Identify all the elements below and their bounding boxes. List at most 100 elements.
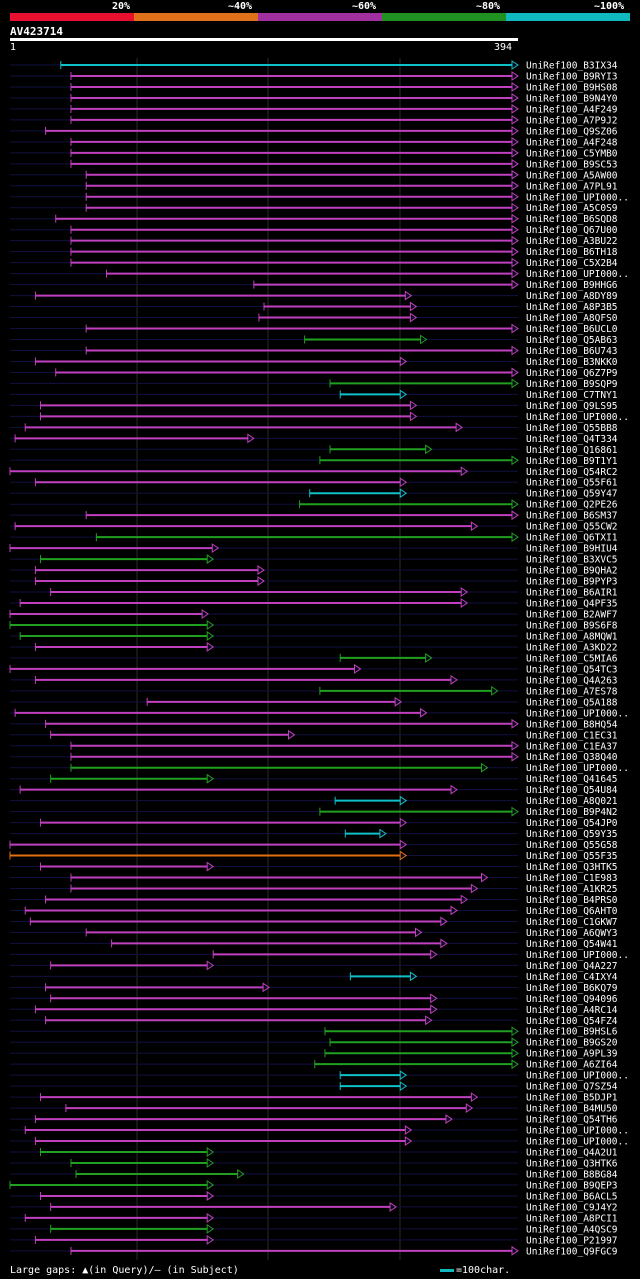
hit-name-link[interactable]: UniRef100_B8HQ54 [526, 719, 618, 730]
hit-name-link[interactable]: UniRef100_Q5AB63 [526, 335, 618, 346]
hit-name-link[interactable]: UniRef100_Q54FZ4 [526, 1016, 618, 1027]
hit-name-link[interactable]: UniRef100_UPI000.. [526, 763, 629, 774]
hit-name-link[interactable]: UniRef100_Q4PF35 [526, 599, 618, 610]
hit-name-link[interactable]: UniRef100_B9SQP9 [526, 379, 618, 390]
hit-name-link[interactable]: UniRef100_B9HHG6 [526, 280, 618, 291]
hit-name-link[interactable]: UniRef100_B9T1Y1 [526, 456, 618, 467]
hit-name-link[interactable]: UniRef100_C1E983 [526, 873, 618, 884]
hit-name-link[interactable]: UniRef100_C5YMB0 [526, 148, 618, 159]
hit-name-link[interactable]: UniRef100_A8QFS0 [526, 313, 618, 324]
hit-name-link[interactable]: UniRef100_Q9FGC9 [526, 1246, 618, 1257]
hit-name-link[interactable]: UniRef100_Q3HTK5 [526, 862, 618, 873]
hit-name-link[interactable]: UniRef100_Q4A2U1 [526, 1148, 618, 1159]
hit-name-link[interactable]: UniRef100_UPI000.. [526, 950, 629, 961]
hit-name-link[interactable]: UniRef100_A7P9J2 [526, 115, 618, 126]
hit-name-link[interactable]: UniRef100_B9HS08 [526, 82, 618, 93]
hit-name-link[interactable]: UniRef100_B9PYP3 [526, 577, 618, 588]
hit-name-link[interactable]: UniRef100_Q3HTK6 [526, 1159, 618, 1170]
hit-name-link[interactable]: UniRef100_UPI000.. [526, 708, 629, 719]
hit-name-link[interactable]: UniRef100_A3BU22 [526, 236, 618, 247]
hit-name-link[interactable]: UniRef100_A9PL39 [526, 1049, 618, 1060]
hit-name-link[interactable]: UniRef100_B9P4N2 [526, 807, 618, 818]
hit-name-link[interactable]: UniRef100_UPI000.. [526, 1137, 629, 1148]
hit-name-link[interactable]: UniRef100_B4PRS0 [526, 895, 618, 906]
hit-name-link[interactable]: UniRef100_Q6Z7P9 [526, 368, 618, 379]
hit-name-link[interactable]: UniRef100_Q55BB8 [526, 423, 618, 434]
hit-name-link[interactable]: UniRef100_B4MU50 [526, 1104, 618, 1115]
hit-name-link[interactable]: UniRef100_UPI000.. [526, 192, 629, 203]
hit-name-link[interactable]: UniRef100_Q38Q40 [526, 752, 618, 763]
hit-name-link[interactable]: UniRef100_P21997 [526, 1235, 618, 1246]
hit-name-link[interactable]: UniRef100_A8DY89 [526, 291, 618, 302]
hit-name-link[interactable]: UniRef100_Q4A263 [526, 675, 618, 686]
hit-name-link[interactable]: UniRef100_B6TH18 [526, 247, 618, 258]
hit-name-link[interactable]: UniRef100_A4F249 [526, 104, 618, 115]
hit-name-link[interactable]: UniRef100_C9J4Y2 [526, 1202, 618, 1213]
hit-name-link[interactable]: UniRef100_A7PL91 [526, 181, 618, 192]
hit-name-link[interactable]: UniRef100_C5X2B4 [526, 258, 618, 269]
hit-name-link[interactable]: UniRef100_A8PCI1 [526, 1213, 618, 1224]
hit-name-link[interactable]: UniRef100_B9SC53 [526, 159, 618, 170]
hit-name-link[interactable]: UniRef100_Q55F61 [526, 478, 618, 489]
hit-name-link[interactable]: UniRef100_B9S6F8 [526, 620, 618, 631]
hit-name-link[interactable]: UniRef100_B9QEP3 [526, 1180, 618, 1191]
hit-name-link[interactable]: UniRef100_Q4T334 [526, 434, 618, 445]
hit-name-link[interactable]: UniRef100_A4QSC9 [526, 1224, 618, 1235]
hit-name-link[interactable]: UniRef100_A6ZI64 [526, 1060, 618, 1071]
hit-name-link[interactable]: UniRef100_Q9LS95 [526, 401, 618, 412]
hit-name-link[interactable]: UniRef100_A8P3B5 [526, 302, 618, 313]
hit-name-link[interactable]: UniRef100_C1EC31 [526, 730, 618, 741]
hit-name-link[interactable]: UniRef100_Q55F35 [526, 851, 618, 862]
hit-name-link[interactable]: UniRef100_B9QHA2 [526, 566, 618, 577]
hit-name-link[interactable]: UniRef100_C1EA37 [526, 741, 618, 752]
hit-name-link[interactable]: UniRef100_A8Q021 [526, 796, 618, 807]
hit-name-link[interactable]: UniRef100_Q59Y35 [526, 829, 618, 840]
hit-name-link[interactable]: UniRef100_UPI000.. [526, 412, 629, 423]
hit-name-link[interactable]: UniRef100_UPI000.. [526, 1071, 629, 1082]
hit-name-link[interactable]: UniRef100_A1KR25 [526, 884, 618, 895]
hit-name-link[interactable]: UniRef100_Q2PE26 [526, 500, 618, 511]
hit-name-link[interactable]: UniRef100_A5AW00 [526, 170, 618, 181]
hit-name-link[interactable]: UniRef100_Q54TC3 [526, 664, 618, 675]
hit-name-link[interactable]: UniRef100_Q54W41 [526, 939, 618, 950]
hit-name-link[interactable]: UniRef100_B6SQD8 [526, 214, 618, 225]
hit-name-link[interactable]: UniRef100_B6ACL5 [526, 1191, 618, 1202]
hit-name-link[interactable]: UniRef100_Q94096 [526, 994, 618, 1005]
hit-name-link[interactable]: UniRef100_A5C0S9 [526, 203, 618, 214]
hit-name-link[interactable]: UniRef100_C4IXY4 [526, 972, 618, 983]
hit-name-link[interactable]: UniRef100_A4F248 [526, 137, 618, 148]
hit-name-link[interactable]: UniRef100_Q67U00 [526, 225, 618, 236]
hit-name-link[interactable]: UniRef100_B8BG84 [526, 1169, 618, 1180]
hit-name-link[interactable]: UniRef100_Q54U84 [526, 785, 618, 796]
hit-name-link[interactable]: UniRef100_UPI000.. [526, 269, 629, 280]
hit-name-link[interactable]: UniRef100_Q55G58 [526, 840, 618, 851]
hit-name-link[interactable]: UniRef100_A7ES78 [526, 686, 618, 697]
hit-name-link[interactable]: UniRef100_A4RC14 [526, 1005, 618, 1016]
hit-name-link[interactable]: UniRef100_B9GS20 [526, 1038, 618, 1049]
hit-name-link[interactable]: UniRef100_Q5A188 [526, 697, 618, 708]
hit-name-link[interactable]: UniRef100_B6U743 [526, 346, 618, 357]
hit-name-link[interactable]: UniRef100_C5MIA6 [526, 653, 618, 664]
hit-name-link[interactable]: UniRef100_Q9SZ06 [526, 126, 618, 137]
hit-name-link[interactable]: UniRef100_Q54RC2 [526, 467, 618, 478]
hit-name-link[interactable]: UniRef100_B6SM37 [526, 511, 618, 522]
hit-name-link[interactable]: UniRef100_Q59Y47 [526, 489, 618, 500]
hit-name-link[interactable]: UniRef100_B9RYI3 [526, 71, 618, 82]
hit-name-link[interactable]: UniRef100_B9N4Y0 [526, 93, 618, 104]
hit-name-link[interactable]: UniRef100_Q41645 [526, 774, 618, 785]
hit-name-link[interactable]: UniRef100_Q7SZ54 [526, 1082, 618, 1093]
hit-name-link[interactable]: UniRef100_A8MQW1 [526, 631, 618, 642]
hit-name-link[interactable]: UniRef100_C1GKW7 [526, 917, 618, 928]
hit-name-link[interactable]: UniRef100_B5DJP1 [526, 1093, 618, 1104]
hit-name-link[interactable]: UniRef100_A3KD22 [526, 642, 618, 653]
hit-name-link[interactable]: UniRef100_Q54JP0 [526, 818, 618, 829]
hit-name-link[interactable]: UniRef100_A6QWY3 [526, 928, 618, 939]
hit-name-link[interactable]: UniRef100_B3NKK0 [526, 357, 618, 368]
hit-name-link[interactable]: UniRef100_B3XVC5 [526, 555, 618, 566]
hit-name-link[interactable]: UniRef100_B6UCL0 [526, 324, 618, 335]
hit-name-link[interactable]: UniRef100_Q16861 [526, 445, 618, 456]
hit-name-link[interactable]: UniRef100_B3IX34 [526, 61, 618, 72]
hit-name-link[interactable]: UniRef100_Q6TXI1 [526, 533, 618, 544]
hit-name-link[interactable]: UniRef100_B6AIR1 [526, 588, 618, 599]
hit-name-link[interactable]: UniRef100_C7TNY1 [526, 390, 618, 401]
